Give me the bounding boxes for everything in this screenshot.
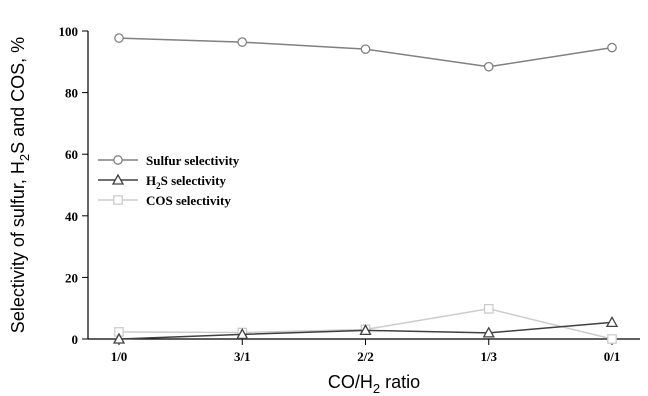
y-tick-label: 40 bbox=[65, 209, 78, 224]
legend-label-part2: S selectivity bbox=[161, 173, 227, 188]
y-tick-label: 0 bbox=[72, 332, 79, 347]
x-axis-label: CO/H2 ratio bbox=[328, 372, 420, 396]
legend-marker-circle bbox=[113, 155, 123, 165]
legend-item-h2s: H2S selectivity bbox=[98, 173, 226, 191]
y-tick-label: 60 bbox=[65, 147, 78, 162]
legend-label-cos: COS selectivity bbox=[146, 193, 231, 208]
x-axis-label-subscript: 2 bbox=[373, 381, 380, 396]
tick-marks: 0 20 40 60 80 100 1/0 3/1 2/2 1/3 0/1 bbox=[59, 24, 621, 364]
legend-item-sulfur: Sulfur selectivity bbox=[98, 153, 240, 168]
legend-marker-square bbox=[113, 195, 123, 205]
data-point-sulfur bbox=[237, 37, 248, 47]
y-tick-label: 100 bbox=[59, 24, 79, 39]
axes bbox=[87, 31, 640, 340]
y-tick-label: 20 bbox=[65, 270, 78, 285]
data-point-sulfur bbox=[114, 33, 124, 43]
legend: Sulfur selectivity H2S selectivity COS sel… bbox=[98, 153, 240, 208]
legend-label-h2s: H2S selectivity bbox=[146, 173, 226, 191]
y-axis-label-part1: Selectivity of sulfur, H bbox=[8, 161, 28, 333]
data-point-cos bbox=[607, 334, 617, 344]
y-tick-label: 80 bbox=[65, 86, 78, 101]
series-h2s bbox=[112, 316, 619, 344]
legend-marker-triangle bbox=[111, 173, 125, 185]
data-point-sulfur bbox=[483, 61, 494, 72]
legend-label-subscript: 2 bbox=[156, 181, 161, 191]
x-tick-label: 1/0 bbox=[111, 349, 128, 364]
data-point-sulfur bbox=[607, 42, 617, 53]
y-axis-label-part2: S and COS, % bbox=[8, 37, 28, 154]
x-tick-label: 3/1 bbox=[234, 349, 251, 364]
series-cos bbox=[114, 303, 617, 344]
y-axis-label-subscript: 2 bbox=[17, 154, 32, 161]
data-point-h2s bbox=[605, 316, 619, 328]
data-point-sulfur bbox=[360, 44, 371, 55]
y-axis-label: Selectivity of sulfur, H2S and COS, % bbox=[8, 37, 32, 333]
x-axis-label-part2: ratio bbox=[380, 372, 420, 392]
x-tick-label: 1/3 bbox=[480, 349, 497, 364]
data-point-h2s bbox=[236, 328, 249, 340]
legend-item-cos: COS selectivity bbox=[98, 193, 231, 208]
data-point-h2s bbox=[482, 326, 495, 338]
legend-label-part1: H bbox=[146, 173, 156, 188]
legend-label-sulfur: Sulfur selectivity bbox=[146, 153, 240, 168]
x-axis-label-part1: CO/H bbox=[328, 372, 373, 392]
x-tick-label: 2/2 bbox=[357, 349, 374, 364]
series-sulfur bbox=[114, 33, 617, 72]
data-point-h2s bbox=[359, 324, 372, 336]
x-tick-label: 0/1 bbox=[604, 349, 621, 364]
series-group bbox=[112, 33, 619, 344]
data-point-cos bbox=[483, 303, 494, 314]
data-point-h2s bbox=[112, 332, 126, 344]
